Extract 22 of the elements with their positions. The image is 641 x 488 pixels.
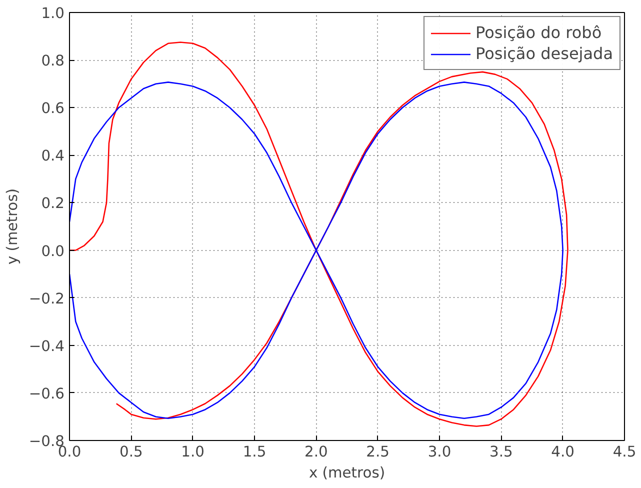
x-tick-label: 1.0 [181, 444, 204, 460]
y-tick-label: 0.0 [41, 242, 65, 260]
y-tick-label: 0.8 [41, 52, 65, 70]
y-tick-label: 0.2 [41, 195, 65, 212]
x-tick-label: 4.0 [551, 444, 574, 460]
x-axis-title: x (metros) [308, 464, 386, 482]
y-tick-label: −0.6 [28, 385, 65, 402]
y-tick-label: 0.6 [41, 100, 65, 118]
legend-label: Posição desejada [475, 44, 613, 63]
legend-label: Posição do robô [475, 23, 602, 42]
y-axis-title: y (metros) [4, 188, 21, 265]
x-tick-label: 2.5 [366, 444, 390, 460]
x-tick-label: 2.0 [304, 444, 328, 460]
y-tick-label: 0.4 [41, 148, 65, 165]
x-tick-label: 1.5 [242, 444, 266, 460]
y-tick-label: −0.2 [28, 290, 65, 308]
y-tick-label: −0.4 [28, 338, 65, 355]
x-tick-label: 4.5 [612, 444, 636, 460]
x-tick-label: 0.5 [120, 444, 143, 460]
y-tick-label: 1.0 [41, 5, 65, 22]
x-tick-label: 3.5 [490, 444, 513, 460]
x-tick-label: 3.0 [428, 444, 452, 460]
